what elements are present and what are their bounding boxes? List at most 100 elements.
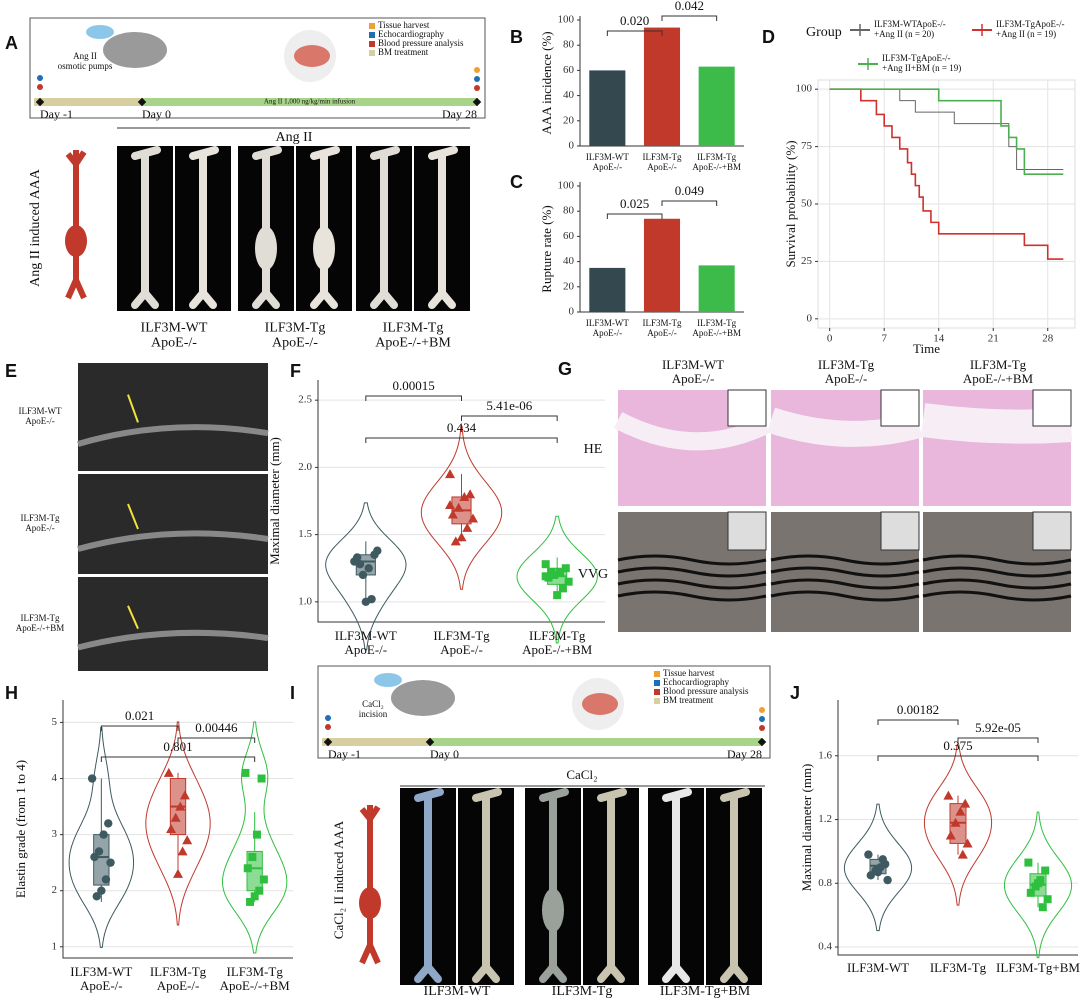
point bbox=[541, 572, 550, 581]
vessel-wall bbox=[77, 424, 269, 447]
lumen bbox=[766, 407, 923, 447]
inset bbox=[1032, 511, 1072, 551]
bar bbox=[698, 265, 735, 312]
text-line: ApoE-/- bbox=[593, 162, 623, 172]
legend-label: Echocardiography bbox=[663, 677, 729, 687]
pump-label: Ang II osmotic pumps bbox=[58, 51, 113, 71]
row-label: VVG bbox=[578, 567, 608, 582]
point bbox=[252, 830, 261, 839]
day-marker bbox=[35, 97, 45, 107]
bar bbox=[589, 267, 626, 312]
x-tick-label: ILF3M-WT ApoE-/- bbox=[335, 628, 397, 657]
day-label: Day 28 bbox=[442, 107, 477, 121]
p-value: 5.92e-05 bbox=[975, 720, 1021, 735]
elastic-fiber bbox=[922, 578, 1072, 590]
point bbox=[92, 892, 101, 901]
text-line: ApoE-/- bbox=[672, 371, 715, 386]
point bbox=[355, 559, 365, 569]
aorta-specimen bbox=[414, 788, 444, 983]
diameter-arrow bbox=[127, 605, 139, 630]
y-tick-label: 0 bbox=[569, 140, 575, 152]
aorta-specimen bbox=[252, 146, 282, 309]
significance-bracket bbox=[877, 755, 1039, 761]
aorta-specimen bbox=[662, 788, 692, 983]
p-value: 0.801 bbox=[163, 739, 192, 754]
point bbox=[373, 546, 382, 555]
axis-line bbox=[579, 182, 744, 313]
group-label: ILF3M-Tg ApoE-/- bbox=[265, 321, 326, 351]
text-line: ApoE-/- bbox=[440, 642, 483, 657]
point bbox=[445, 500, 456, 510]
legend-label: BM treatment bbox=[663, 695, 714, 705]
point bbox=[564, 577, 573, 586]
y-tick-label: 100 bbox=[558, 180, 575, 192]
point bbox=[250, 892, 259, 901]
point bbox=[462, 522, 473, 532]
day-marker bbox=[323, 737, 333, 747]
text-line: ILF3M-Tg bbox=[226, 964, 283, 979]
violin bbox=[843, 803, 913, 932]
inset bbox=[880, 511, 920, 551]
aorta-specimen bbox=[720, 788, 750, 983]
violin bbox=[923, 744, 993, 906]
point bbox=[955, 806, 966, 816]
bar bbox=[643, 218, 681, 312]
point bbox=[170, 812, 181, 822]
vessel-aneurysm bbox=[65, 225, 87, 257]
day-label: Day -1 bbox=[40, 107, 73, 121]
elastic-fiber bbox=[770, 566, 920, 578]
x-tick-label: ILF3M-Tg ApoE-/- bbox=[643, 152, 682, 172]
point bbox=[465, 489, 476, 499]
point bbox=[960, 798, 971, 808]
point bbox=[1024, 858, 1033, 867]
p-value: 0.375 bbox=[943, 738, 972, 753]
point bbox=[243, 864, 252, 873]
point bbox=[177, 846, 188, 856]
aneurysm bbox=[255, 226, 277, 271]
event-dot bbox=[759, 716, 765, 722]
point bbox=[173, 868, 183, 878]
panel-label: A bbox=[5, 33, 18, 53]
axis-line bbox=[579, 16, 744, 147]
day-marker bbox=[425, 737, 435, 747]
elastic-fiber bbox=[617, 590, 767, 602]
text-line: ApoE-/-+BM bbox=[963, 371, 1034, 386]
y-tick-label: 25 bbox=[801, 255, 813, 267]
text-line: ILF3M-WT bbox=[70, 964, 132, 979]
group-label: ILF3M-WT bbox=[424, 984, 491, 999]
significance-bracket bbox=[365, 395, 462, 401]
aorta-specimen bbox=[131, 146, 161, 309]
x-tick-label: ILF3M-Tg bbox=[930, 960, 987, 975]
x-tick-label: ILF3M-Tg ApoE-/-+BM bbox=[220, 964, 291, 993]
point bbox=[450, 536, 461, 546]
legend-swatch bbox=[369, 50, 375, 56]
point bbox=[358, 570, 368, 580]
y-axis-label: Elastin grade (from 1 to 4) bbox=[13, 760, 28, 898]
x-tick-label: ILF3M-Tg ApoE-/-+BM bbox=[692, 152, 741, 172]
x-tick-label: ILF3M-WT bbox=[847, 960, 909, 975]
legend-swatch bbox=[369, 23, 375, 29]
y-tick-label: 0 bbox=[807, 312, 813, 324]
group-label: ILF3M-Tg+BM bbox=[660, 984, 751, 999]
text-line: ApoE-/- bbox=[345, 642, 388, 657]
x-tick-label: ILF3M-Tg ApoE-/-+BM bbox=[692, 318, 741, 338]
text-line: ILF3M-WT bbox=[586, 318, 629, 328]
vessel-icon bbox=[359, 805, 381, 965]
point bbox=[1038, 903, 1047, 912]
y-tick-label: 1.0 bbox=[298, 595, 312, 607]
group-label: ILF3M-Tg bbox=[552, 984, 613, 999]
column-label: ILF3M-Tg ApoE-/-+BM bbox=[963, 357, 1034, 386]
text-line: ILF3M-Tg bbox=[433, 628, 490, 643]
inset bbox=[880, 389, 920, 427]
pump-icon bbox=[86, 25, 114, 39]
point bbox=[553, 591, 562, 600]
text-line: ApoE-/- bbox=[647, 328, 677, 338]
text-line: CaCl₂ bbox=[362, 699, 384, 709]
diameter-arrow bbox=[127, 503, 139, 530]
legend-label: ILF3M-TgApoE-/-+Ang II+BM (n = 19) bbox=[882, 53, 961, 73]
panel-label: B bbox=[510, 27, 523, 47]
legend-label: Tissue harvest bbox=[378, 20, 430, 30]
elastic-fiber bbox=[770, 590, 920, 602]
point bbox=[241, 768, 250, 777]
elastic-fiber bbox=[617, 578, 767, 590]
